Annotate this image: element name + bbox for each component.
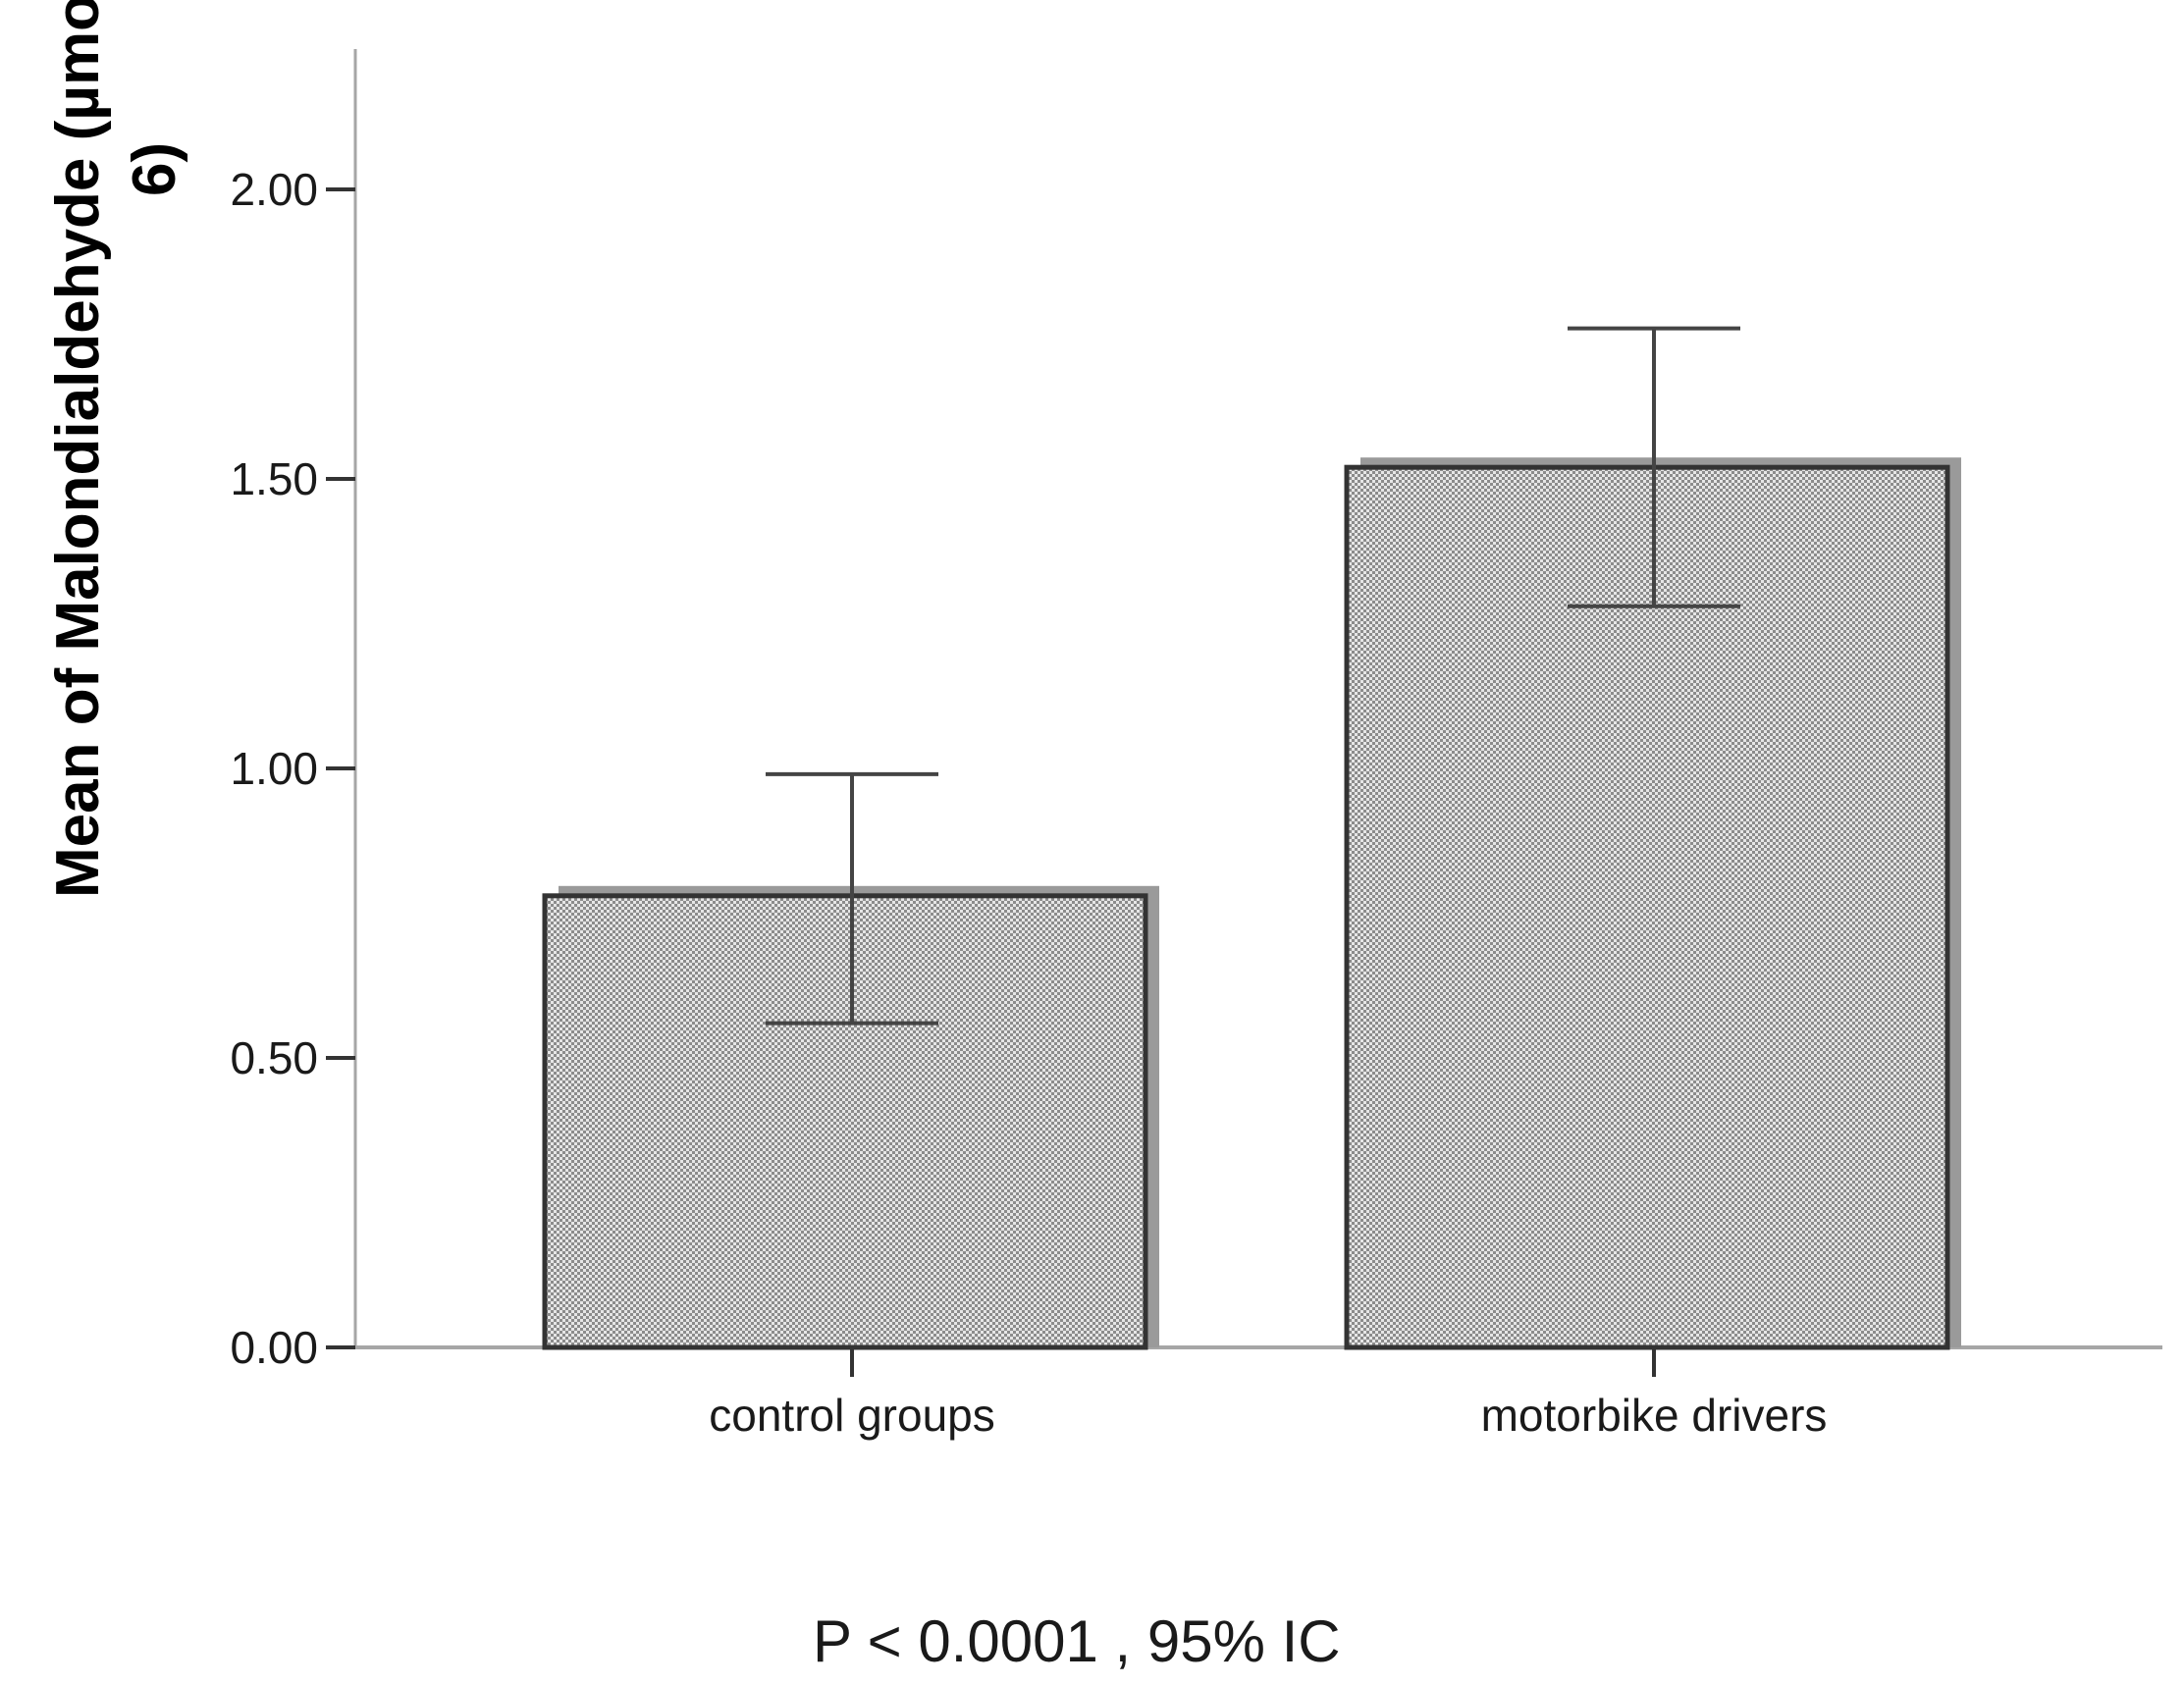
y-axis-label-line2: 6) <box>121 142 188 196</box>
p-value-footnote: P < 0.0001 , 95% IC <box>813 1608 1341 1674</box>
y-tick-label: 1.00 <box>230 743 318 794</box>
y-axis-label: Mean of Malondialdehyde (µmol/L * 10- 6) <box>44 0 188 898</box>
bar <box>542 893 1148 1350</box>
y-tick-label: 1.50 <box>230 453 318 504</box>
y-axis-label-line1: Mean of Malondialdehyde (µmol/L * 10- <box>44 0 112 898</box>
x-tick-label: control groups <box>709 1390 995 1441</box>
y-tick-label: 0.50 <box>230 1032 318 1083</box>
plot-area: 0.00 0.50 1.00 1.50 2.00 control groups motorb… <box>230 49 2162 1441</box>
y-tick-label: 2.00 <box>230 164 318 215</box>
bar <box>1344 464 1950 1350</box>
x-tick-label: motorbike drivers <box>1481 1390 1828 1441</box>
y-tick-label: 0.00 <box>230 1322 318 1373</box>
